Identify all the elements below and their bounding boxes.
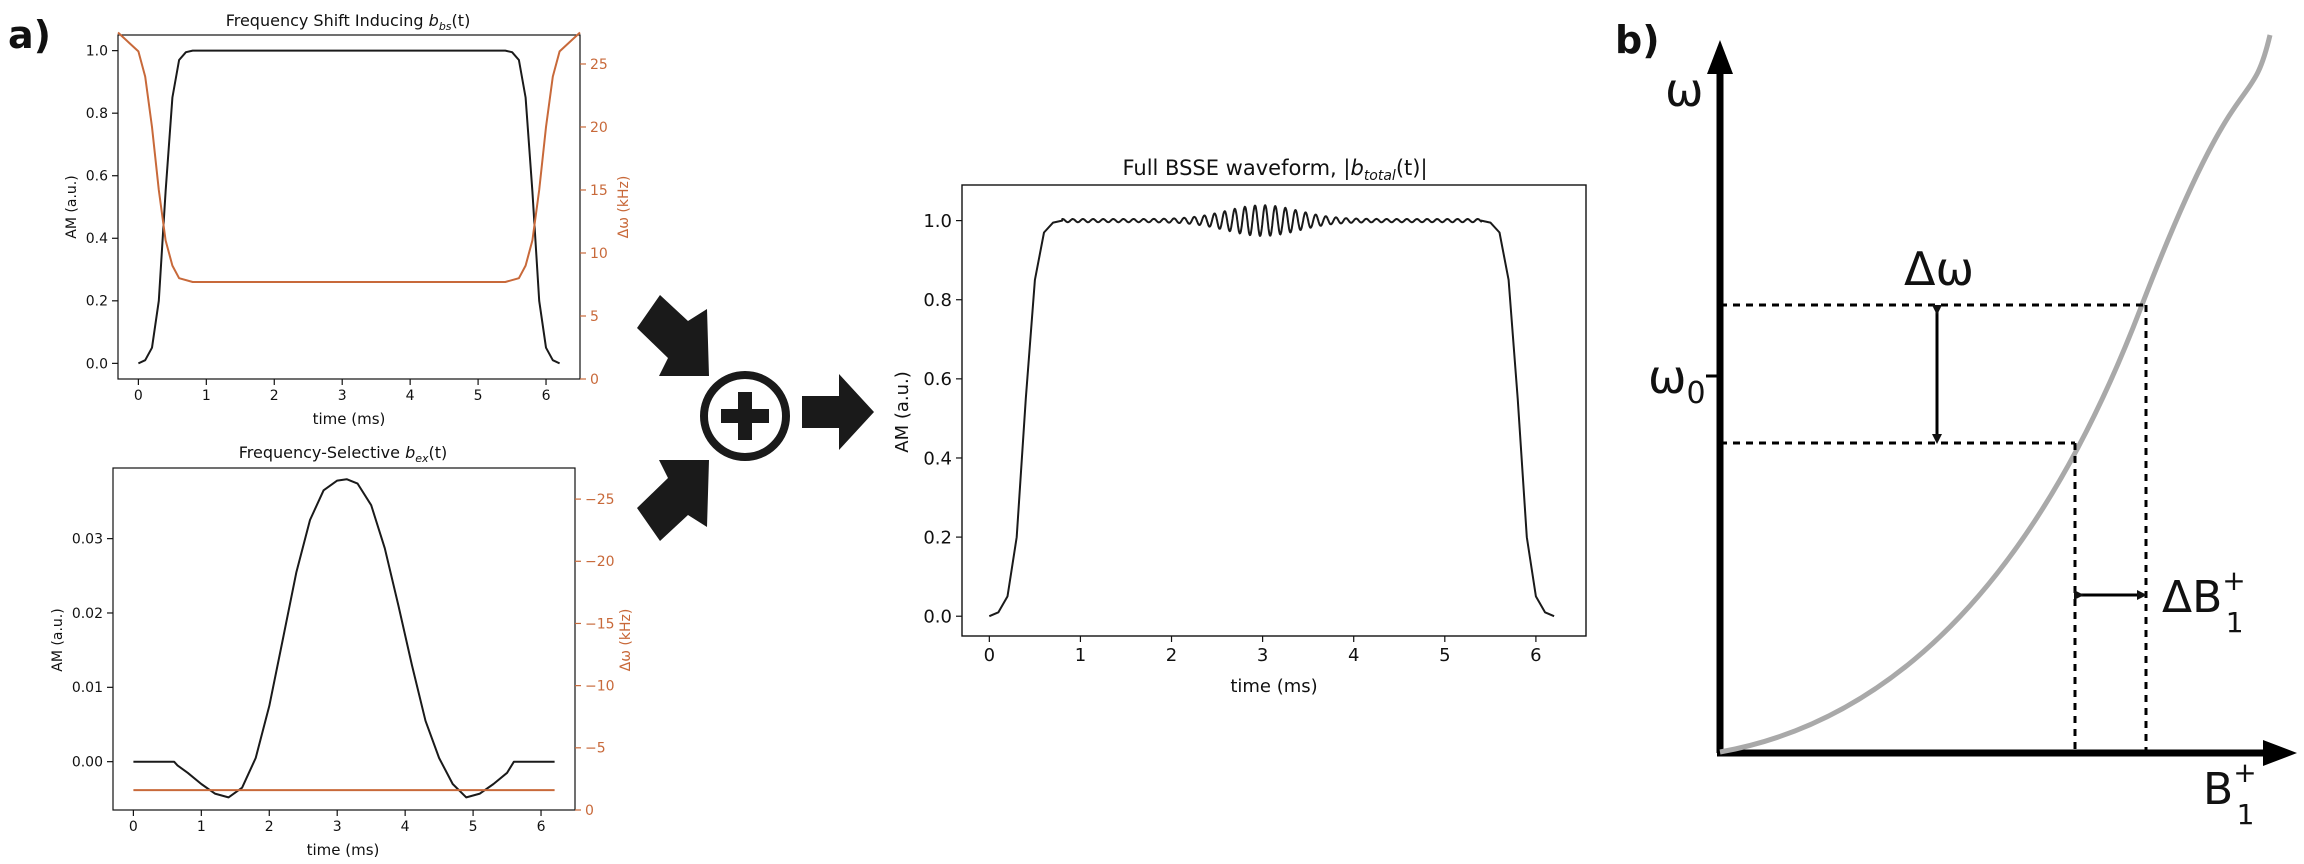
y-tick-label: 0.4	[923, 448, 952, 469]
series-line	[137, 49, 561, 365]
y-tick-label: 1.0	[923, 211, 952, 232]
x-tick-label: 5	[474, 388, 483, 404]
delta-omega-label: Δω	[1904, 242, 1974, 296]
y2-tick-label: 0	[585, 803, 594, 819]
y-tick-label: 0.00	[72, 755, 103, 771]
omega-label: ω	[1665, 63, 1704, 117]
y2-tick-label: −15	[585, 616, 615, 632]
plot-bs-xlabel: time (ms)	[313, 410, 386, 428]
plot-total-title: Full BSSE waveform, |btotal(t)|	[1122, 156, 1427, 184]
combine-graphic	[637, 295, 874, 541]
plot-bs-ylabel-left: AM (a.u.)	[64, 175, 80, 238]
plot-bs-ylabel-right: Δω (kHz)	[616, 176, 632, 239]
y-tick-label: 0.8	[86, 106, 108, 122]
y2-tick-label: 25	[590, 57, 608, 73]
x-tick-label: 5	[1439, 645, 1450, 666]
arrow-icon	[802, 374, 874, 450]
x-tick-label: 2	[265, 819, 274, 835]
x-tick-label: 1	[1075, 645, 1086, 666]
plot-ex-axes: 0 1 2 3 4 5 6 0.00 0.01 0.02 0.03 0 −5 −10 −15 −20 −25	[72, 478, 615, 835]
y2-tick-label: −10	[585, 679, 615, 695]
series-line	[117, 31, 581, 283]
y-tick-label: 0.03	[72, 532, 103, 548]
plot-ex-title: Frequency-Selective bex(t)	[239, 443, 448, 465]
y-tick-label: 0.02	[72, 606, 103, 622]
x-tick-label: 1	[202, 388, 211, 404]
plot-total-xlabel: time (ms)	[1230, 676, 1317, 697]
arrow-icon	[637, 460, 709, 541]
y-tick-label: 1.0	[86, 44, 108, 60]
x-tick-label: 5	[469, 819, 478, 835]
plot-ex-ylabel-left: AM (a.u.)	[50, 608, 66, 671]
x-tick-label: 2	[270, 388, 279, 404]
x-tick-label: 0	[134, 388, 143, 404]
plot-ex-frame	[112, 467, 576, 811]
y-tick-label: 0.0	[923, 607, 952, 628]
series-line	[133, 478, 555, 799]
plot-ex-xlabel: time (ms)	[307, 841, 380, 859]
diagram-b: ω ω0 Δω ΔB+ 1 B+ 1	[1648, 34, 2297, 831]
y-tick-label: 0.6	[923, 369, 952, 390]
plot-total: Full BSSE waveform, |btotal(t)| 0 1 2 3 4 5 60…	[892, 156, 1587, 697]
plus-vertical-bar	[738, 392, 752, 440]
y-tick-label: 0.01	[72, 680, 103, 696]
y-tick-label: 0.2	[923, 527, 952, 548]
y2-tick-label: 10	[590, 246, 608, 262]
x-tick-label: 3	[338, 388, 347, 404]
y-tick-label: 0.8	[923, 290, 952, 311]
series-line	[988, 204, 1555, 618]
y-tick-label: 0.4	[86, 231, 108, 247]
x-tick-label: 3	[1257, 645, 1268, 666]
y2-tick-label: 5	[590, 309, 599, 325]
y2-tick-label: 20	[590, 120, 608, 136]
plot-bs-axes: 0 1 2 3 4 5 6 0.0 0.2 0.4 0.6 0.8 1.0 0 5 10 15 20 25	[86, 31, 608, 404]
arrow-icon	[2263, 740, 2297, 766]
y-tick-label: 0.6	[86, 169, 108, 185]
x-tick-label: 0	[984, 645, 995, 666]
y2-tick-label: 0	[590, 372, 599, 388]
plot-ex: Frequency-Selective bex(t) 0 1 2 3 4 5 6 0.00 0.…	[50, 443, 634, 859]
x-tick-label: 1	[197, 819, 206, 835]
response-curve	[1719, 34, 2273, 755]
plot-bs: Frequency Shift Inducing bbs(t) 0 1 2 3 4 5 60…	[64, 11, 632, 428]
b1-label: B+ 1	[2203, 756, 2257, 831]
x-tick-label: 6	[1530, 645, 1541, 666]
y-tick-label: 0.2	[86, 294, 108, 310]
y2-tick-label: −20	[585, 554, 615, 570]
plot-bs-title: Frequency Shift Inducing bbs(t)	[226, 11, 471, 33]
x-tick-label: 4	[406, 388, 415, 404]
panel-label-b: b)	[1615, 18, 1660, 62]
y2-tick-label: −5	[585, 741, 606, 757]
x-tick-label: 3	[333, 819, 342, 835]
plot-total-frame	[961, 184, 1587, 637]
arrow-icon	[637, 295, 709, 376]
arrow-icon	[1707, 40, 1733, 74]
x-tick-label: 0	[129, 819, 138, 835]
plot-total-axes: 0 1 2 3 4 5 6 0.0 0.2 0.4 0.6 0.8 1.0	[923, 204, 1555, 666]
y-tick-label: 0.0	[86, 356, 108, 372]
plot-bs-frame	[117, 34, 581, 380]
omega0-label: ω0	[1648, 350, 1706, 411]
x-tick-label: 6	[537, 819, 546, 835]
x-tick-label: 6	[542, 388, 551, 404]
panel-label-a: a)	[8, 13, 51, 57]
x-tick-label: 4	[1348, 645, 1359, 666]
y2-tick-label: 15	[590, 183, 608, 199]
x-tick-label: 2	[1166, 645, 1177, 666]
delta-b1-label: ΔB+ 1	[2162, 564, 2246, 639]
plot-ex-ylabel-right: Δω (kHz)	[618, 609, 634, 672]
plot-total-ylabel-left: AM (a.u.)	[892, 371, 913, 453]
x-tick-label: 4	[401, 819, 410, 835]
y2-tick-label: −25	[585, 492, 615, 508]
